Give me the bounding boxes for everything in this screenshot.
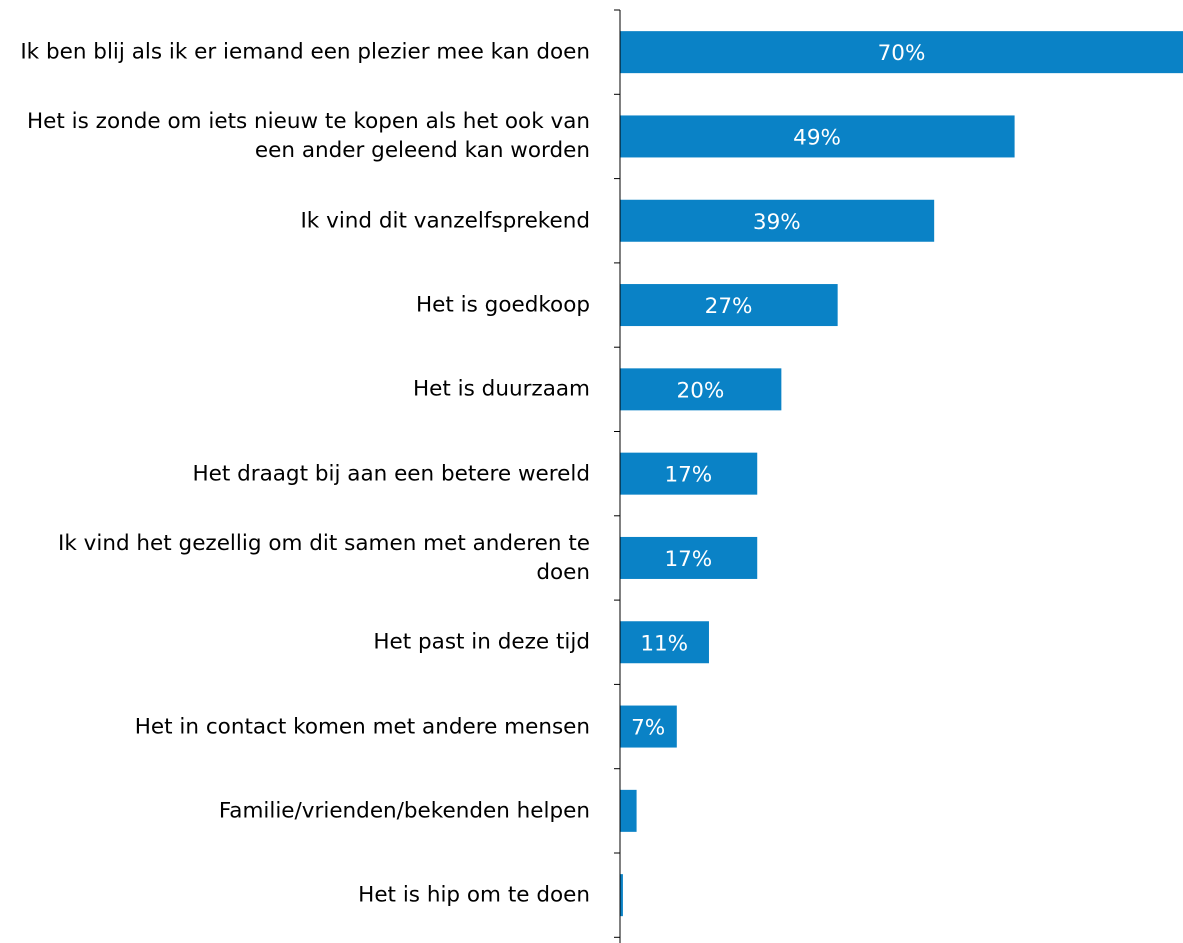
- data-label: 39%: [753, 210, 801, 235]
- data-label: 49%: [793, 125, 841, 150]
- category-label: Het is zonde om iets nieuw te kopen als …: [27, 109, 590, 164]
- bar: [620, 115, 1015, 158]
- category-label: Het is hip om te doen: [358, 882, 590, 908]
- bar: [620, 31, 1183, 74]
- bar: [620, 452, 758, 495]
- category-label: Het is goedkoop: [416, 292, 590, 318]
- category-label: Het is duurzaam: [413, 376, 590, 402]
- data-label: 17%: [664, 547, 712, 572]
- bar: [620, 789, 637, 832]
- data-label: 7%: [631, 716, 665, 741]
- category-label: Het draagt bij aan een betere wereld: [192, 461, 590, 487]
- category-label: Familie/vrienden/bekenden helpen: [218, 798, 590, 824]
- category-label: Ik ben blij als ik er iemand een plezier…: [20, 39, 590, 65]
- data-label: 17%: [664, 463, 712, 488]
- data-label: 27%: [705, 294, 753, 319]
- category-label: Ik vind dit vanzelfsprekend: [300, 208, 590, 234]
- category-label: Het in contact komen met andere mensen: [134, 714, 590, 740]
- bar: [620, 199, 935, 242]
- data-label: 70%: [878, 41, 926, 66]
- data-label: 20%: [677, 378, 725, 403]
- bar: [620, 874, 623, 917]
- bar: [620, 536, 758, 579]
- bar: [620, 368, 782, 411]
- bar: [620, 284, 838, 327]
- category-label: Ik vind het gezellig om dit samen met an…: [58, 530, 590, 585]
- category-label: Het past in deze tijd: [373, 629, 590, 655]
- bar: [620, 705, 677, 748]
- bar: [620, 621, 709, 664]
- data-label: 11%: [640, 631, 688, 656]
